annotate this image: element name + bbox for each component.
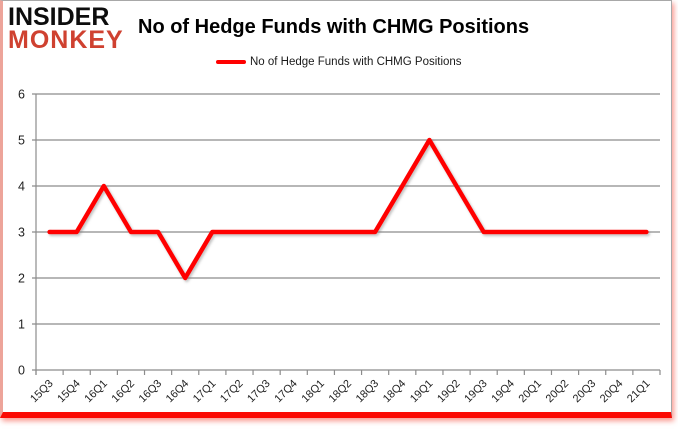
chart-canvas: INSIDER MONKEY No of Hedge Funds with CH… <box>0 0 672 418</box>
x-tick-label: 16Q4 <box>164 378 192 406</box>
series-line <box>47 137 649 281</box>
x-tick-label: 15Q4 <box>55 378 83 406</box>
legend-label: No of Hedge Funds with CHMG Positions <box>250 56 462 68</box>
x-tick-label: 20Q1 <box>517 378 545 406</box>
x-tick-label: 19Q3 <box>462 378 490 406</box>
y-tick-label: 0 <box>18 364 25 378</box>
x-tick-label: 20Q4 <box>598 378 626 406</box>
x-tick-label: 16Q2 <box>110 378 138 406</box>
y-tick-label: 5 <box>18 134 25 148</box>
x-tick-label: 20Q2 <box>544 378 572 406</box>
x-tick-label: 20Q3 <box>571 378 599 406</box>
x-tick-label: 18Q2 <box>327 378 355 406</box>
x-tick-label: 18Q4 <box>381 378 409 406</box>
y-tick-label: 1 <box>18 318 25 332</box>
logo-word-insider: INSIDER <box>8 3 110 31</box>
x-tick-label: 19Q2 <box>435 378 463 406</box>
x-tick-label: 17Q1 <box>191 378 219 406</box>
x-tick-label: 17Q2 <box>218 378 246 406</box>
legend: No of Hedge Funds with CHMG Positions <box>216 56 462 68</box>
legend-line-swatch <box>216 60 246 64</box>
x-tick-label: 17Q4 <box>272 378 300 406</box>
insider-monkey-logo: INSIDER MONKEY <box>8 3 124 54</box>
x-tick-label: 19Q1 <box>408 378 436 406</box>
x-tick-label: 18Q3 <box>354 378 382 406</box>
x-tick-label: 15Q3 <box>28 378 56 406</box>
logo-word-monkey: MONKEY <box>8 26 124 54</box>
chart-title: No of Hedge Funds with CHMG Positions <box>138 16 530 38</box>
x-tick-label: 16Q1 <box>82 378 110 406</box>
x-tick-label: 17Q3 <box>245 378 273 406</box>
y-tick-label: 6 <box>18 88 25 102</box>
x-tick-label: 21Q1 <box>625 378 653 406</box>
y-tick-label: 3 <box>18 226 25 240</box>
y-tick-label: 2 <box>18 272 25 286</box>
x-tick-label: 18Q1 <box>299 378 327 406</box>
y-tick-label: 4 <box>18 180 25 194</box>
x-tick-label: 19Q4 <box>489 378 517 406</box>
x-tick-label: 16Q3 <box>137 378 165 406</box>
